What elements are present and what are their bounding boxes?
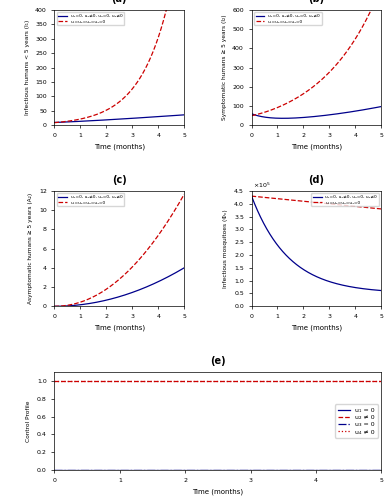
Legend: u₁=0, u₂≠0, u₃=0, u₄≠0, u₁=u₂=u₃=u₄=0: u₁=0, u₂≠0, u₃=0, u₄≠0, u₁=u₂=u₃=u₄=0 [254, 12, 322, 26]
Title: (a): (a) [112, 0, 127, 4]
Legend: u₁=0, u₂≠0, u₃=0, u₄≠0, u₁=u₂=u₃=u₄=0: u₁=0, u₂≠0, u₃=0, u₄≠0, u₁=u₂=u₃=u₄=0 [57, 12, 124, 26]
X-axis label: Time (months): Time (months) [192, 488, 244, 494]
Y-axis label: Asymptomatic humans ≥ 5 years (A₂): Asymptomatic humans ≥ 5 years (A₂) [28, 193, 33, 304]
Legend: u₁=0, u₂≠0, u₃=0, u₄≠0, u₁=u₂=u₃=u₄=0: u₁=0, u₂≠0, u₃=0, u₄≠0, u₁=u₂=u₃=u₄=0 [57, 193, 124, 206]
Y-axis label: Control Profile: Control Profile [26, 400, 32, 442]
X-axis label: Time (months): Time (months) [94, 324, 145, 331]
Y-axis label: Infectious humans < 5 years (I₁): Infectious humans < 5 years (I₁) [25, 20, 30, 116]
X-axis label: Time (months): Time (months) [291, 144, 342, 150]
Y-axis label: Symptomatic humans ≥ 5 years (I₂): Symptomatic humans ≥ 5 years (I₂) [222, 15, 227, 120]
Title: (d): (d) [308, 174, 324, 184]
Title: (b): (b) [308, 0, 324, 4]
X-axis label: Time (months): Time (months) [291, 324, 342, 331]
Title: (c): (c) [112, 174, 127, 184]
Title: (e): (e) [210, 356, 226, 366]
Legend: u₁ = 0, u₂ ≠ 0, u₃ = 0, u₄ ≠ 0: u₁ = 0, u₂ ≠ 0, u₃ = 0, u₄ ≠ 0 [335, 404, 378, 438]
X-axis label: Time (months): Time (months) [94, 144, 145, 150]
Y-axis label: Infectious mosquitoes (Φᵥ): Infectious mosquitoes (Φᵥ) [224, 210, 228, 288]
Text: $\times10^5$: $\times10^5$ [253, 180, 270, 190]
Legend: u₁=0, u₂≠0, u₃=0, u₄≠0, u₁=u₂=u₃=u₄=0: u₁=0, u₂≠0, u₃=0, u₄≠0, u₁=u₂=u₃=u₄=0 [311, 193, 379, 206]
